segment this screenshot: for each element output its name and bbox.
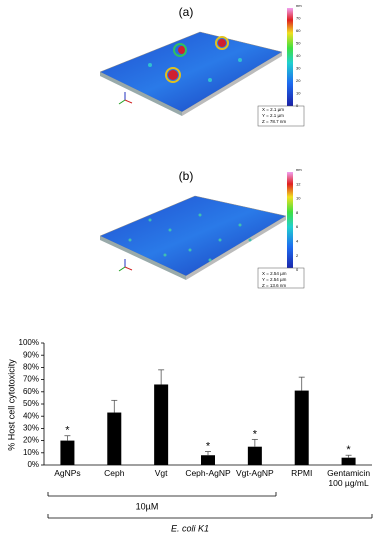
colorbar-tick-label: 0 — [296, 267, 299, 272]
colorbar-tick-label: 50 — [296, 41, 301, 46]
group-label: E. coli K1 — [171, 523, 209, 533]
y-tick-label: 70% — [23, 375, 39, 384]
bar — [107, 412, 122, 465]
info-text: X = 2.54 µm — [262, 271, 287, 276]
info-text: Z = 13.6 nm — [262, 283, 286, 288]
colorbar-tick-label: nm — [296, 3, 302, 8]
y-axis-label: % Host cell cytotoxicity — [6, 359, 16, 451]
colorbar-tick-label: 30 — [296, 66, 301, 71]
afm-image-a — [99, 8, 305, 127]
colorbar-tick-label: 6 — [296, 224, 299, 229]
colorbar-tick-label: 8 — [296, 210, 299, 215]
significance-marker: * — [206, 440, 211, 452]
y-tick-label: 0% — [27, 460, 39, 469]
y-tick-label: 50% — [23, 399, 39, 408]
significance-marker: * — [65, 425, 70, 437]
significance-marker: * — [253, 428, 258, 440]
bar — [60, 440, 75, 465]
group-brackets — [47, 492, 373, 519]
x-tick-label: Vgt-AgNP — [235, 468, 274, 478]
y-tick-label: 90% — [23, 350, 39, 359]
info-text: Y = 2.1 µm — [262, 113, 284, 118]
bar — [294, 390, 309, 465]
colorbar-tick-label: 70 — [296, 16, 301, 21]
colorbar-tick-label: 60 — [296, 28, 301, 33]
colorbar-tick-label: 40 — [296, 53, 301, 58]
y-tick-label: 10% — [23, 448, 39, 457]
colorbar-tick-label: 0 — [296, 103, 299, 108]
colorbar-tick-label: 20 — [296, 78, 301, 83]
y-tick-label: 80% — [23, 363, 39, 372]
colorbar-tick-label: 4 — [296, 238, 299, 243]
x-tick-label: AgNPs — [54, 468, 81, 478]
y-tick-label: 100% — [19, 338, 39, 347]
y-tick-label: 40% — [23, 411, 39, 420]
panel-label: (a) — [179, 5, 194, 19]
y-tick-label: 60% — [23, 387, 39, 396]
y-tick-label: 30% — [23, 424, 39, 433]
info-text: Z = 78.7 nm — [262, 119, 286, 124]
bar — [201, 455, 215, 465]
colorbar-tick-label: 10 — [296, 196, 301, 201]
panel-label: (b) — [179, 169, 194, 183]
afm-image-b — [99, 172, 305, 289]
x-tick-label: RPMI — [291, 468, 313, 478]
colorbar-tick-label: 10 — [296, 91, 301, 96]
colorbar-tick-label: 12 — [296, 181, 301, 186]
colorbar-tick-label: nm — [296, 167, 302, 172]
colorbar-tick-label: 2 — [296, 253, 299, 258]
info-text: X = 2.1 µm — [262, 107, 284, 112]
info-text: Y = 2.54 µm — [262, 277, 287, 282]
bar — [247, 446, 262, 465]
y-tick-label: 20% — [23, 436, 39, 445]
significance-marker: * — [346, 444, 351, 456]
x-tick-label: Ceph — [104, 468, 125, 478]
x-tick-label: Ceph-AgNP — [185, 468, 231, 478]
x-tick-label: Gentamicin 100 µg/mL — [327, 468, 371, 488]
x-tick-label: Vgt — [154, 468, 168, 478]
bar — [341, 457, 356, 465]
group-label: 10µM — [136, 501, 159, 511]
bar — [154, 384, 169, 465]
